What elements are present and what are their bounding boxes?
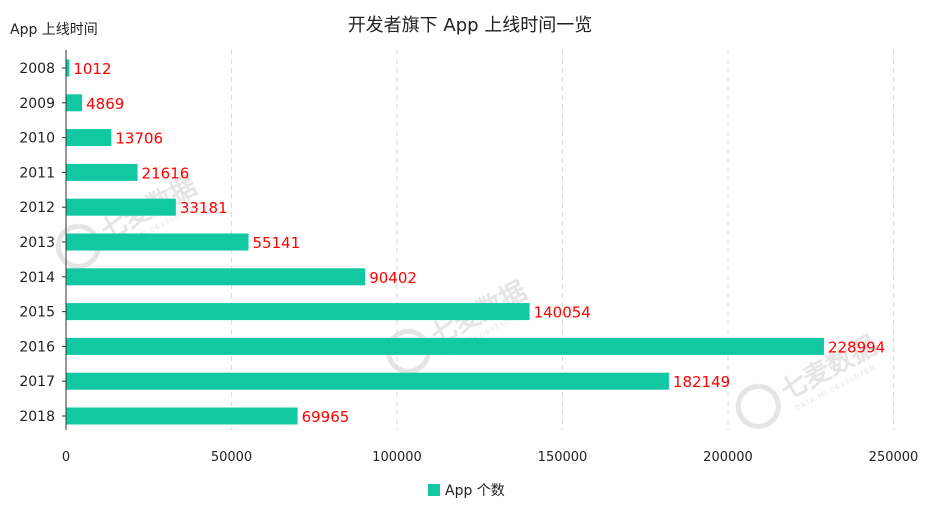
bar[interactable] [66, 407, 298, 425]
x-tick-label: 50000 [211, 450, 252, 465]
y-tick-label: 2008 [19, 61, 55, 77]
bar[interactable] [66, 233, 249, 251]
legend-swatch [428, 484, 440, 496]
bar[interactable] [66, 59, 70, 77]
data-label: 228994 [828, 338, 885, 356]
y-tick-label: 2010 [19, 131, 55, 147]
legend[interactable]: App 个数 [428, 483, 505, 499]
y-axis-ticks: 2008 2009 2010 2011 2012 2013 2014 2015 2016 2017… [19, 61, 66, 425]
x-tick-label: 250000 [869, 450, 919, 465]
x-tick-label: 150000 [538, 450, 588, 465]
data-label: 33181 [180, 199, 228, 217]
bar[interactable] [66, 129, 112, 147]
data-label: 1012 [73, 60, 111, 78]
grid-lines [231, 50, 894, 430]
bar[interactable] [66, 268, 366, 286]
y-tick-label: 2018 [19, 409, 55, 425]
x-tick-label: 0 [62, 450, 70, 465]
bar[interactable] [66, 337, 824, 355]
bar[interactable] [66, 372, 669, 390]
y-tick-label: 2017 [19, 374, 55, 390]
x-axis-ticks: 0 50000 100000 150000 200000 250000 [62, 450, 918, 465]
chart-title: 开发者旗下 App 上线时间一览 [348, 15, 593, 36]
data-labels-layer: 1012 4869 13706 21616 33181 55141 90402 140054 2… [73, 60, 885, 426]
y-tick-label: 2012 [19, 200, 55, 216]
y-axis-title: App 上线时间 [10, 22, 98, 38]
data-label: 4869 [86, 95, 124, 113]
x-tick-label: 100000 [372, 450, 422, 465]
data-label: 69965 [302, 408, 350, 426]
y-tick-label: 2016 [19, 339, 55, 355]
bar[interactable] [66, 198, 176, 216]
y-tick-label: 2014 [19, 270, 55, 286]
x-tick-label: 200000 [703, 450, 753, 465]
data-label: 140054 [534, 304, 591, 322]
bar[interactable] [66, 303, 530, 321]
data-label: 55141 [253, 234, 301, 252]
y-tick-label: 2013 [19, 235, 55, 251]
data-label: 90402 [369, 269, 417, 287]
y-tick-label: 2015 [19, 305, 55, 321]
bars-layer [66, 59, 824, 425]
legend-label: App 个数 [445, 483, 505, 499]
data-label: 182149 [673, 373, 730, 391]
data-label: 21616 [142, 164, 190, 182]
bar[interactable] [66, 163, 138, 181]
y-tick-label: 2009 [19, 96, 55, 112]
data-label: 13706 [115, 130, 163, 148]
y-tick-label: 2011 [19, 165, 55, 181]
bar[interactable] [66, 94, 83, 112]
watermark-cat-icon [735, 383, 781, 429]
